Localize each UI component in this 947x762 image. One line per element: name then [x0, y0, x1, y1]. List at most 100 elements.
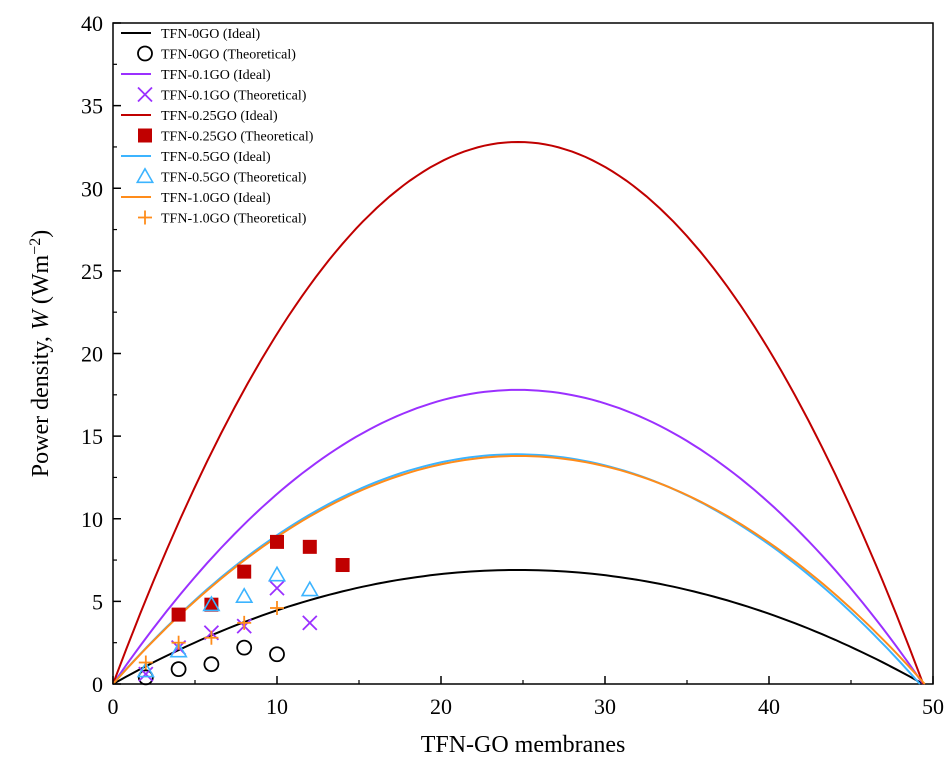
point-tfn-1-0go-theoretical: [270, 600, 284, 615]
point-tfn-0-25go-theoretical: [335, 558, 350, 573]
curves-layer: [112, 140, 926, 685]
circle-marker: [137, 45, 153, 62]
square-marker: [270, 534, 284, 549]
point-tfn-0-5go-theoretical: [136, 661, 155, 678]
legend-label: TFN-0.5GO (Theoretical): [161, 171, 307, 186]
curve-tfn-0-1go-ideal: [112, 388, 925, 685]
legend-item-tfn-0-5go-ideal: TFN-0.5GO (Ideal): [121, 150, 271, 165]
legend-swatch-marker: [135, 167, 155, 184]
x-tick-label: 30: [594, 694, 616, 719]
legend-label: TFN-0.25GO (Theoretical): [161, 130, 314, 145]
circle-marker: [137, 669, 154, 686]
legend-label: TFN-0.25GO (Ideal): [161, 109, 278, 124]
legend-label: TFN-1.0GO (Ideal): [161, 191, 271, 206]
square-marker: [171, 607, 186, 622]
curve-tfn-0-5go-ideal: [112, 453, 921, 685]
legend-swatch-marker: [137, 45, 153, 62]
curve-tfn-0-25go-ideal: [112, 140, 925, 685]
axes-layer: 0 10 20 30 40 50 0 5 10 15 20 25 30 35 40: [81, 11, 944, 719]
legend-item-tfn-1-0go-ideal: TFN-1.0GO (Ideal): [121, 191, 271, 206]
x-tick-label: 20: [430, 694, 452, 719]
legend: TFN-0GO (Ideal) TFN-0GO (Theoretical) TFN-…: [121, 27, 314, 227]
triangle-marker: [169, 641, 188, 658]
curve-tfn-1-0go-ideal: [112, 455, 926, 685]
markers-layer: [136, 534, 350, 686]
x-marker-stroke: [137, 86, 153, 103]
y-tick-label: 0: [92, 672, 103, 697]
legend-label: TFN-0.1GO (Theoretical): [161, 89, 307, 104]
triangle-marker: [267, 565, 287, 582]
square-marker: [237, 564, 252, 579]
triangle-marker: [136, 661, 155, 678]
legend-item-tfn-0go-theoretical: TFN-0GO (Theoretical): [137, 45, 296, 63]
legend-swatch-marker: [137, 86, 153, 103]
point-tfn-0go-theoretical: [137, 669, 154, 686]
point-tfn-0-25go-theoretical: [204, 597, 219, 612]
square-marker: [335, 558, 350, 573]
legend-item-tfn-0-25go-theoretical: TFN-0.25GO (Theoretical): [138, 128, 314, 145]
square-marker: [204, 597, 219, 612]
y-tick-label: 35: [81, 94, 103, 119]
y-tick-label: 20: [81, 342, 103, 367]
point-tfn-1-0go-theoretical: [171, 635, 186, 650]
x-marker-stroke: [302, 615, 318, 631]
point-tfn-0-25go-theoretical: [302, 539, 317, 554]
curve-tfn-0go-ideal: [112, 569, 924, 685]
legend-label: TFN-1.0GO (Theoretical): [161, 212, 307, 227]
y-tick-label: 25: [81, 259, 103, 284]
circle-marker: [170, 661, 187, 678]
square-marker: [302, 539, 317, 554]
point-tfn-1-0go-theoretical: [138, 655, 153, 670]
y-tick-label: 15: [81, 424, 103, 449]
triangle-marker: [300, 580, 319, 597]
y-axis-title-close: ): [28, 230, 54, 238]
y-axis-title-unit: (Wm: [28, 254, 54, 310]
x-tick-label: 50: [922, 694, 944, 719]
y-axis-title-symbol: W: [28, 308, 54, 330]
point-tfn-0-25go-theoretical: [270, 534, 284, 549]
point-tfn-0-5go-theoretical: [267, 565, 287, 582]
y-axis-title-exponent: −2: [27, 238, 44, 255]
legend-label: TFN-0GO (Ideal): [161, 27, 260, 42]
legend-swatch-marker: [138, 210, 152, 225]
point-tfn-0-25go-theoretical: [171, 607, 186, 622]
legend-item-tfn-1-0go-theoretical: TFN-1.0GO (Theoretical): [138, 210, 307, 227]
x-tick-label: 0: [108, 694, 119, 719]
triangle-marker: [202, 595, 221, 612]
y-axis-title: Power density, W (Wm−2): [27, 230, 55, 477]
legend-label: TFN-0.5GO (Ideal): [161, 150, 271, 165]
point-tfn-0go-theoretical: [203, 656, 220, 673]
circle-marker: [269, 646, 285, 663]
y-tick-label: 10: [81, 507, 103, 532]
y-axis-title-prefix: Power density,: [28, 330, 54, 477]
point-tfn-1-0go-theoretical: [204, 630, 219, 645]
point-tfn-0-5go-theoretical: [235, 587, 254, 603]
circle-marker: [203, 656, 220, 673]
legend-swatch-marker: [138, 128, 152, 143]
x-marker-stroke: [138, 666, 154, 682]
y-tick-label: 5: [92, 589, 103, 614]
legend-item-tfn-0-5go-theoretical: TFN-0.5GO (Theoretical): [135, 167, 307, 186]
legend-item-tfn-0go-ideal: TFN-0GO (Ideal): [121, 27, 260, 42]
x-marker-stroke: [269, 580, 285, 596]
point-tfn-0-5go-theoretical: [169, 641, 188, 658]
point-tfn-1-0go-theoretical: [237, 615, 252, 630]
x-axis-title: TFN-GO membranes: [421, 732, 626, 758]
legend-label: TFN-0GO (Theoretical): [161, 48, 296, 63]
square-marker: [138, 128, 152, 143]
y-tick-label: 40: [81, 11, 103, 36]
legend-item-tfn-0-1go-ideal: TFN-0.1GO (Ideal): [121, 68, 271, 83]
legend-item-tfn-0-25go-ideal: TFN-0.25GO (Ideal): [121, 109, 278, 124]
point-tfn-0-5go-theoretical: [202, 595, 221, 612]
legend-item-tfn-0-1go-theoretical: TFN-0.1GO (Theoretical): [137, 86, 307, 104]
point-tfn-0-1go-theoretical: [302, 615, 318, 631]
point-tfn-0go-theoretical: [236, 639, 253, 656]
x-tick-label: 10: [266, 694, 288, 719]
point-tfn-0-5go-theoretical: [300, 580, 319, 597]
triangle-marker: [135, 167, 155, 184]
point-tfn-0-1go-theoretical: [138, 666, 154, 682]
x-tick-label: 40: [758, 694, 780, 719]
point-tfn-0go-theoretical: [170, 661, 187, 678]
point-tfn-0go-theoretical: [269, 646, 285, 663]
